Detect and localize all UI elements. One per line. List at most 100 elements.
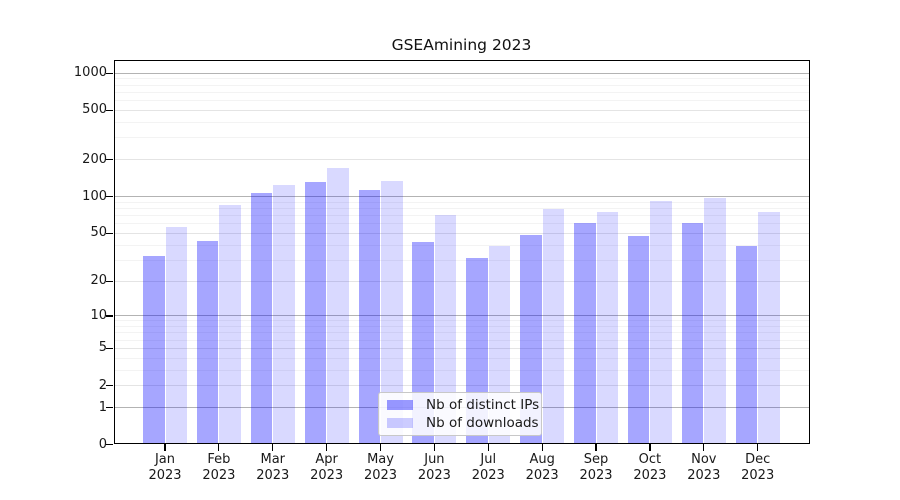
y-tick-mark xyxy=(106,347,113,350)
x-tick-mark xyxy=(595,444,597,452)
gridline-minor xyxy=(113,326,810,328)
x-tick-mark xyxy=(164,444,166,452)
gridline-minor xyxy=(113,215,810,217)
y-tick-mark xyxy=(106,159,113,161)
gridline-minor xyxy=(113,84,810,86)
gridline-minor xyxy=(113,320,810,322)
bar-nov-downloads xyxy=(704,197,726,445)
bar-oct-downloads xyxy=(650,200,672,445)
y-tick-mark xyxy=(106,385,113,387)
x-tick-label-oct: Oct 2023 xyxy=(633,452,667,483)
bar-sep-downloads xyxy=(596,212,619,445)
bar-apr-downloads xyxy=(327,167,349,445)
x-tick-label-jul: Jul 2023 xyxy=(471,452,505,483)
x-tick-label-sep: Sep 2023 xyxy=(579,452,613,483)
chart-title: GSEAmining 2023 xyxy=(391,36,532,54)
legend-swatch-distinct-ips xyxy=(387,400,413,410)
x-tick-label-aug: Aug 2023 xyxy=(525,452,559,483)
gridline-minor xyxy=(113,121,810,123)
y-tick-label: 5 xyxy=(98,340,107,356)
bar-jan-ips xyxy=(143,256,165,445)
legend-label-downloads: Nb of downloads xyxy=(426,415,539,431)
y-tick-label: 1 xyxy=(98,399,107,415)
gridline-major xyxy=(113,315,810,317)
y-tick-label: 1000 xyxy=(73,65,107,81)
x-tick-mark xyxy=(757,444,759,452)
x-tick-mark xyxy=(433,444,435,452)
gridline-minor xyxy=(113,207,810,209)
x-tick-mark xyxy=(649,444,651,452)
y-tick-mark xyxy=(106,444,113,446)
y-tick-label: 200 xyxy=(82,151,107,167)
legend: Nb of distinct IPs Nb of downloads xyxy=(378,392,542,436)
x-tick-mark xyxy=(326,444,328,452)
gridline-minor xyxy=(113,357,810,359)
gridline-major xyxy=(113,385,810,387)
y-tick-label: 100 xyxy=(82,188,107,204)
y-tick-mark xyxy=(106,315,113,317)
bar-jun-downloads xyxy=(434,215,457,445)
gridline-major xyxy=(113,109,810,111)
bar-mar-ips xyxy=(250,192,273,445)
y-tick-label: 0 xyxy=(98,436,107,452)
y-tick-mark xyxy=(106,196,113,198)
gridline-major xyxy=(113,347,810,349)
bar-sep-ips xyxy=(574,223,596,445)
bar-feb-ips xyxy=(196,240,219,445)
gridline-minor xyxy=(113,244,810,246)
x-tick-label-jan: Jan 2023 xyxy=(148,452,182,483)
bar-dec-downloads xyxy=(758,212,780,445)
y-tick-mark xyxy=(106,280,113,282)
y-tick-mark xyxy=(106,407,113,409)
bar-oct-ips xyxy=(627,236,650,445)
gridline-major xyxy=(113,159,810,161)
y-tick-label: 10 xyxy=(90,307,107,323)
gridline-minor xyxy=(113,223,810,225)
gridline-major xyxy=(113,72,810,74)
legend-swatch-downloads xyxy=(387,418,413,428)
y-tick-label: 500 xyxy=(82,102,107,118)
gridline-minor xyxy=(113,369,810,371)
y-tick-mark xyxy=(106,232,113,234)
y-tick-mark xyxy=(106,109,113,112)
gridline-minor xyxy=(113,137,810,139)
x-tick-label-feb: Feb 2023 xyxy=(202,452,236,483)
gridline-minor xyxy=(113,78,810,80)
x-tick-mark xyxy=(272,444,274,452)
bar-aug-downloads xyxy=(542,209,565,445)
gridline-minor xyxy=(113,100,810,102)
plot-area xyxy=(113,60,810,445)
x-tick-mark xyxy=(218,444,220,452)
bar-mar-downloads xyxy=(273,185,295,445)
bar-may-ips xyxy=(358,190,381,445)
bar-jan-downloads xyxy=(165,226,187,445)
x-tick-label-may: May 2023 xyxy=(363,452,398,483)
x-tick-label-apr: Apr 2023 xyxy=(310,452,344,483)
legend-row-downloads: Nb of downloads xyxy=(387,415,539,431)
gridline-major xyxy=(113,196,810,198)
bar-aug-ips xyxy=(520,234,542,445)
y-tick-mark xyxy=(106,72,113,74)
x-tick-label-nov: Nov 2023 xyxy=(687,452,721,483)
y-tick-label: 20 xyxy=(90,273,107,289)
gridline-major xyxy=(113,232,810,234)
bar-nov-ips xyxy=(681,223,704,445)
bar-feb-downloads xyxy=(219,204,241,445)
y-tick-label: 50 xyxy=(90,225,107,241)
x-tick-label-dec: Dec 2023 xyxy=(741,452,775,483)
legend-label-distinct-ips: Nb of distinct IPs xyxy=(426,397,540,413)
gridline-minor xyxy=(113,332,810,334)
gridline-minor xyxy=(113,201,810,203)
x-tick-label-jun: Jun 2023 xyxy=(417,452,451,483)
gridline-major xyxy=(113,280,810,282)
x-tick-mark xyxy=(541,444,543,452)
bar-may-downloads xyxy=(381,181,403,445)
bar-apr-ips xyxy=(304,182,327,445)
x-tick-mark xyxy=(487,444,489,452)
x-tick-label-mar: Mar 2023 xyxy=(256,452,290,483)
gridline-minor xyxy=(113,91,810,93)
y-tick-label: 2 xyxy=(98,377,107,393)
legend-row-distinct-ips: Nb of distinct IPs xyxy=(387,397,539,413)
gridline-minor xyxy=(113,339,810,341)
